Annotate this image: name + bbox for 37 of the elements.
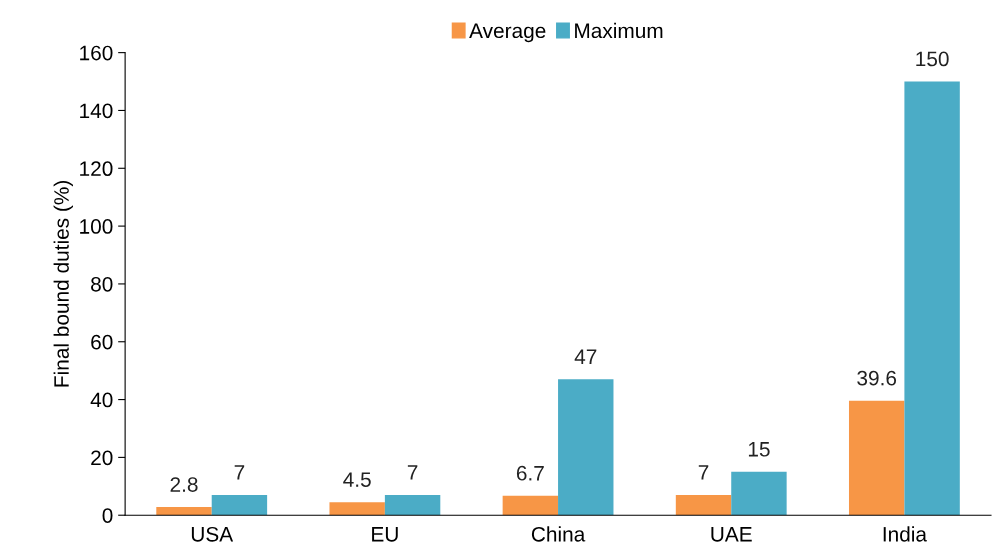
y-tick-label: 60	[91, 334, 113, 350]
x-tick-label: India	[883, 526, 927, 542]
y-tick-label: 20	[91, 450, 113, 466]
legend-label: Average	[469, 23, 546, 43]
bar	[731, 471, 787, 516]
y-tick-label: 80	[91, 276, 113, 292]
bar	[211, 494, 268, 516]
bar	[384, 494, 441, 516]
bar	[848, 400, 905, 516]
bar	[675, 494, 732, 516]
data-label: 7	[407, 465, 418, 480]
legend-label: Maximum	[575, 22, 663, 39]
data-label: 7	[234, 465, 245, 480]
data-label: 7	[698, 465, 709, 480]
y-tick-label: 160	[80, 45, 113, 61]
bar	[904, 81, 960, 516]
data-label: 2.8	[170, 477, 198, 492]
y-axis-title: Final bound duties (%)	[53, 180, 73, 387]
y-tick-label: 120	[80, 161, 113, 177]
x-tick-label: EU	[372, 527, 398, 542]
y-tick-label: 100	[80, 219, 113, 234]
bar	[156, 507, 212, 516]
x-tick-label: USA	[191, 526, 234, 542]
data-label: 15	[748, 442, 770, 457]
data-label: 47	[574, 349, 597, 364]
y-tick-label: 40	[90, 392, 113, 408]
x-tick-label: UAE	[711, 527, 752, 542]
data-label: 6.7	[516, 465, 544, 481]
y-tick-label: 140	[80, 103, 113, 119]
bar	[502, 495, 559, 516]
x-tick-label: China	[531, 526, 586, 542]
bar	[329, 502, 385, 516]
data-label: 4.5	[343, 472, 371, 487]
data-label: 150	[916, 51, 949, 67]
y-tick-label: 0	[102, 508, 113, 523]
data-label: 39.6	[857, 370, 897, 386]
bar	[558, 379, 614, 516]
